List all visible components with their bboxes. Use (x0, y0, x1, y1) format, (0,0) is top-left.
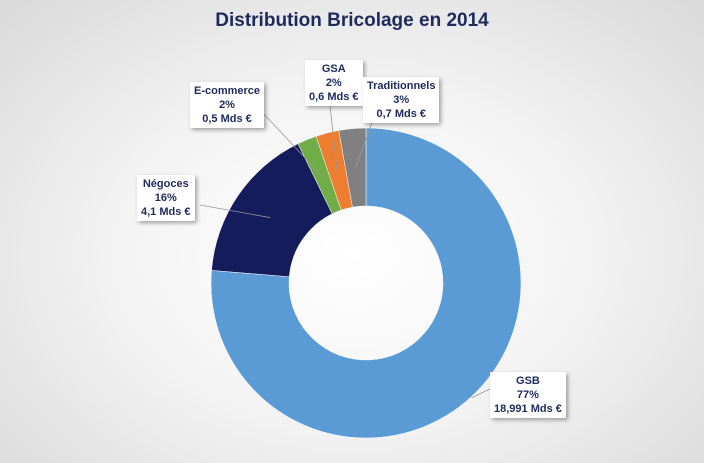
data-label-gsb: GSB 77% 18,991 Mds € (490, 372, 566, 418)
leader-line (329, 104, 338, 171)
label-percent: 2% (325, 77, 342, 89)
data-label-e-commerce: E-commerce 2% 0,5 Mds € (190, 82, 265, 128)
slice-gsb (210, 127, 522, 439)
leader-line (199, 204, 271, 218)
label-value_label: 0,5 Mds € (202, 113, 252, 125)
label-percent: 3% (393, 94, 410, 106)
label-value_label: 0,6 Mds € (309, 91, 359, 103)
label-name: Traditionnels (367, 80, 436, 92)
label-value_label: 4,1 Mds € (141, 206, 191, 218)
data-label-négoces: Négoces 16% 4,1 Mds € (137, 175, 195, 221)
label-percent: 16% (154, 192, 177, 204)
chart-title: Distribution Bricolage en 2014 (215, 10, 489, 31)
label-name: GSA (321, 63, 346, 75)
label-value_label: 18,991 Mds € (494, 403, 562, 415)
data-label-traditionnels: Traditionnels 3% 0,7 Mds € (363, 77, 440, 123)
label-name: GSB (516, 375, 540, 387)
label-percent: 2% (219, 99, 235, 111)
label-value_label: 0,7 Mds € (376, 108, 426, 120)
label-name: E-commerce (194, 85, 261, 97)
slice-traditionnels (338, 127, 367, 208)
label-percent: 77% (516, 389, 539, 401)
label-name: Négoces (142, 178, 189, 190)
leader-line (261, 111, 323, 177)
data-label-gsa: GSA 2% 0,6 Mds € (305, 60, 363, 106)
